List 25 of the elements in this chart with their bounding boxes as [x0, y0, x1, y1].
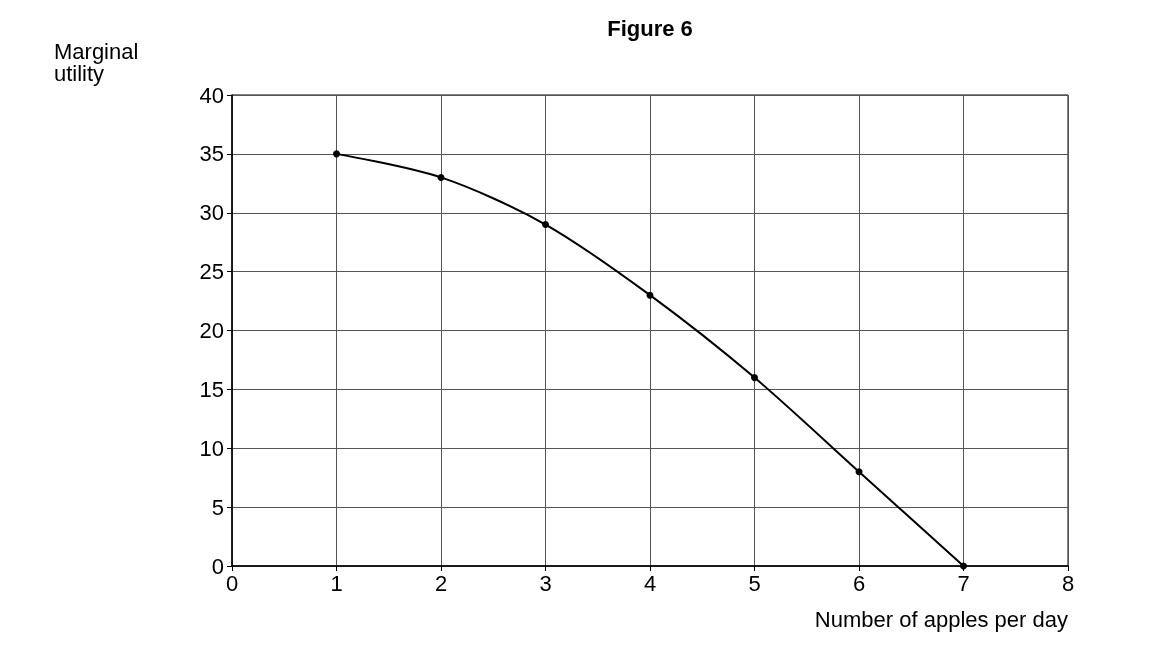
point [751, 374, 758, 382]
x-tick-label: 4 [643, 570, 657, 596]
y-tick-label: 10 [199, 435, 224, 461]
y-tick-label: 30 [199, 200, 224, 226]
y-tick-label: 0 [211, 553, 224, 579]
point [437, 173, 445, 181]
y-tick-label: 25 [199, 259, 224, 285]
chart-title: Figure 6 [607, 15, 693, 41]
x-axis-title: Number of apples per day [814, 606, 1068, 632]
x-tick-label: 1 [330, 570, 343, 596]
x-tick-label: 5 [748, 570, 761, 596]
y-tick-label: 5 [211, 494, 224, 520]
x-tick-label: 3 [539, 570, 552, 596]
x-tick-label: 8 [1061, 570, 1075, 596]
y-tick-label: 20 [199, 318, 224, 343]
y-tick-label: 40 [199, 82, 224, 108]
x-tick-label: 6 [852, 570, 866, 596]
x-tick-label: 2 [434, 570, 448, 596]
point [855, 468, 863, 476]
y-tick-label: 35 [199, 141, 224, 167]
x-tick-label: 7 [957, 570, 970, 596]
point [333, 150, 340, 158]
point [542, 221, 549, 229]
y-axis-title: Marginal utility [54, 38, 139, 86]
y-tick-label: 15 [199, 376, 224, 402]
